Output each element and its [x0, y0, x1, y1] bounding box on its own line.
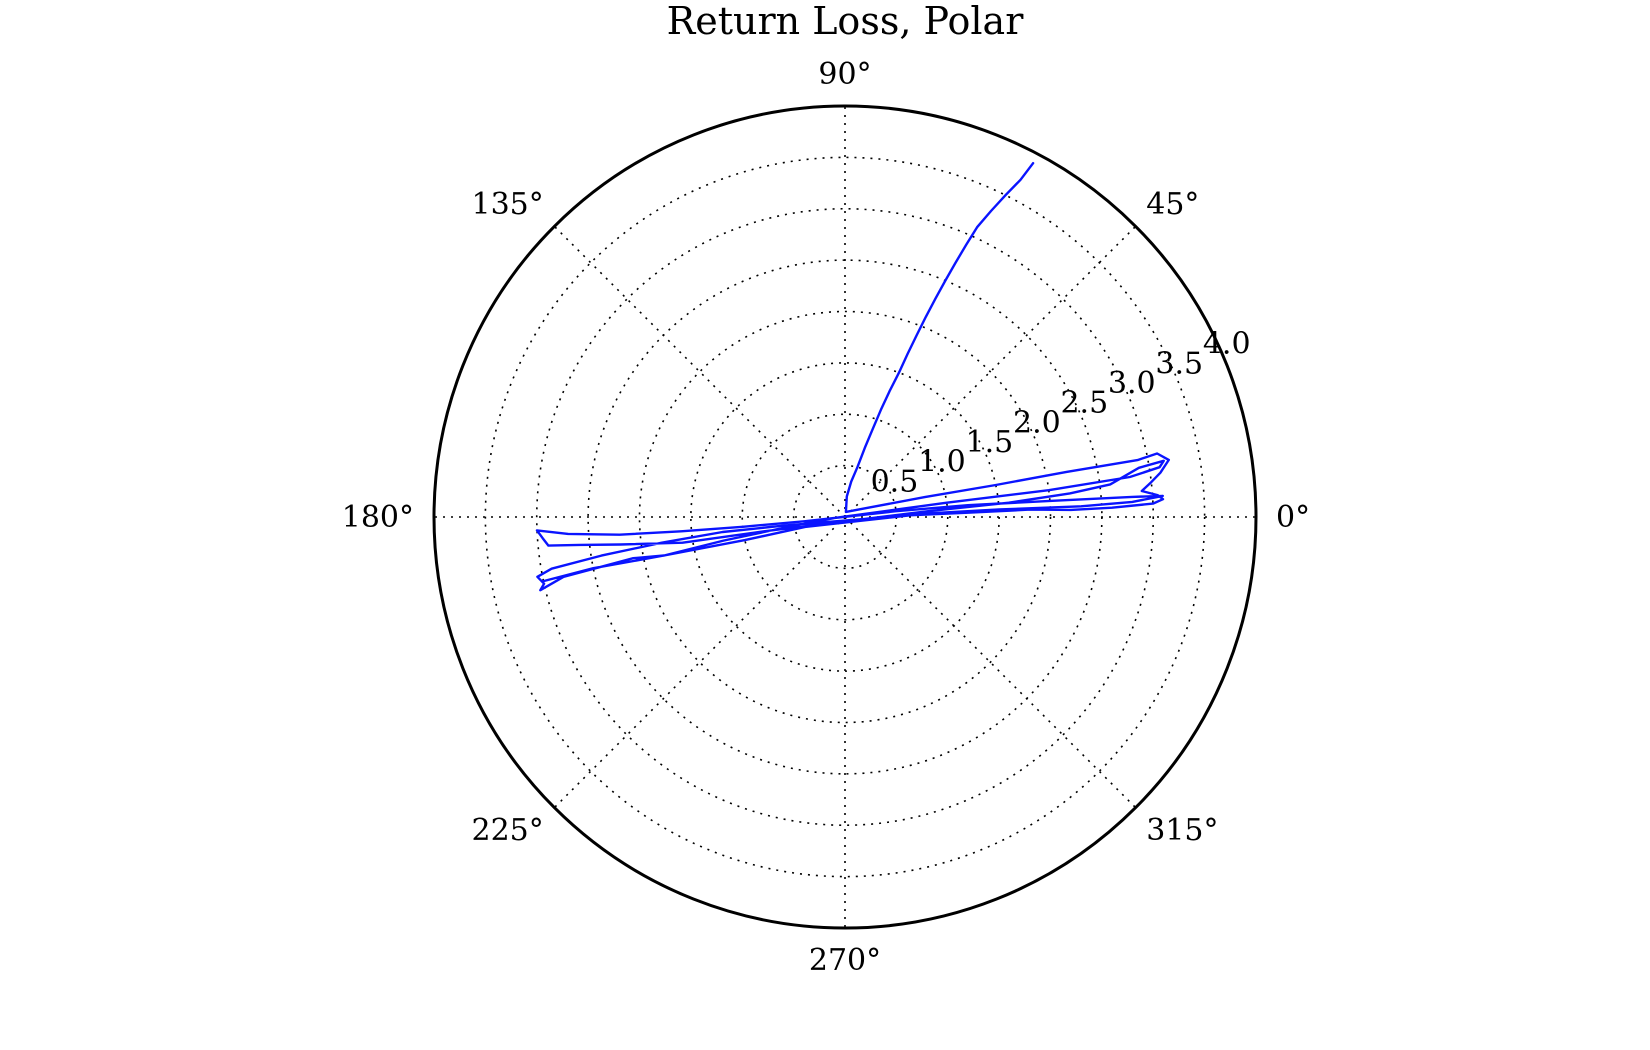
r-gridline	[587, 259, 1103, 775]
series-line	[535, 161, 1171, 592]
r-gridline	[484, 156, 1206, 878]
r-tick-label: 1.5	[966, 425, 1014, 460]
theta-gridline	[553, 225, 846, 518]
r-gridline	[690, 362, 1000, 672]
theta-gridline	[553, 516, 846, 809]
label-layer: 0° 45° 90° 135° 180° 225° 270° 315° 0.51.01.52.0…	[342, 57, 1310, 978]
r-tick-label: 2.0	[1013, 405, 1061, 440]
theta-tick-label: 225°	[471, 813, 543, 848]
theta-tick-label: 45°	[1146, 187, 1199, 222]
r-tick-label: 2.5	[1060, 386, 1108, 421]
theta-tick-label: 315°	[1146, 813, 1218, 848]
theta-tick-label: 180°	[342, 500, 414, 535]
polar-frame	[432, 104, 1258, 930]
r-tick-label: 0.5	[871, 464, 919, 499]
theta-tick-label: 90°	[818, 57, 871, 92]
r-tick-label: 3.0	[1108, 366, 1156, 401]
r-gridline	[535, 207, 1155, 827]
r-gridline	[741, 413, 949, 621]
r-gridline	[638, 310, 1052, 724]
theta-tick-label: 135°	[471, 187, 543, 222]
r-tick-label: 1.0	[918, 445, 966, 480]
theta-tick-label: 270°	[809, 943, 881, 978]
chart-title: Return Loss, Polar	[667, 0, 1025, 43]
r-tick-label: 3.5	[1155, 346, 1203, 381]
series-layer	[535, 161, 1171, 592]
grid-layer	[434, 106, 1256, 928]
theta-tick-label: 0°	[1276, 500, 1310, 535]
frame-layer	[432, 104, 1258, 930]
r-tick-label: 4.0	[1203, 327, 1251, 362]
